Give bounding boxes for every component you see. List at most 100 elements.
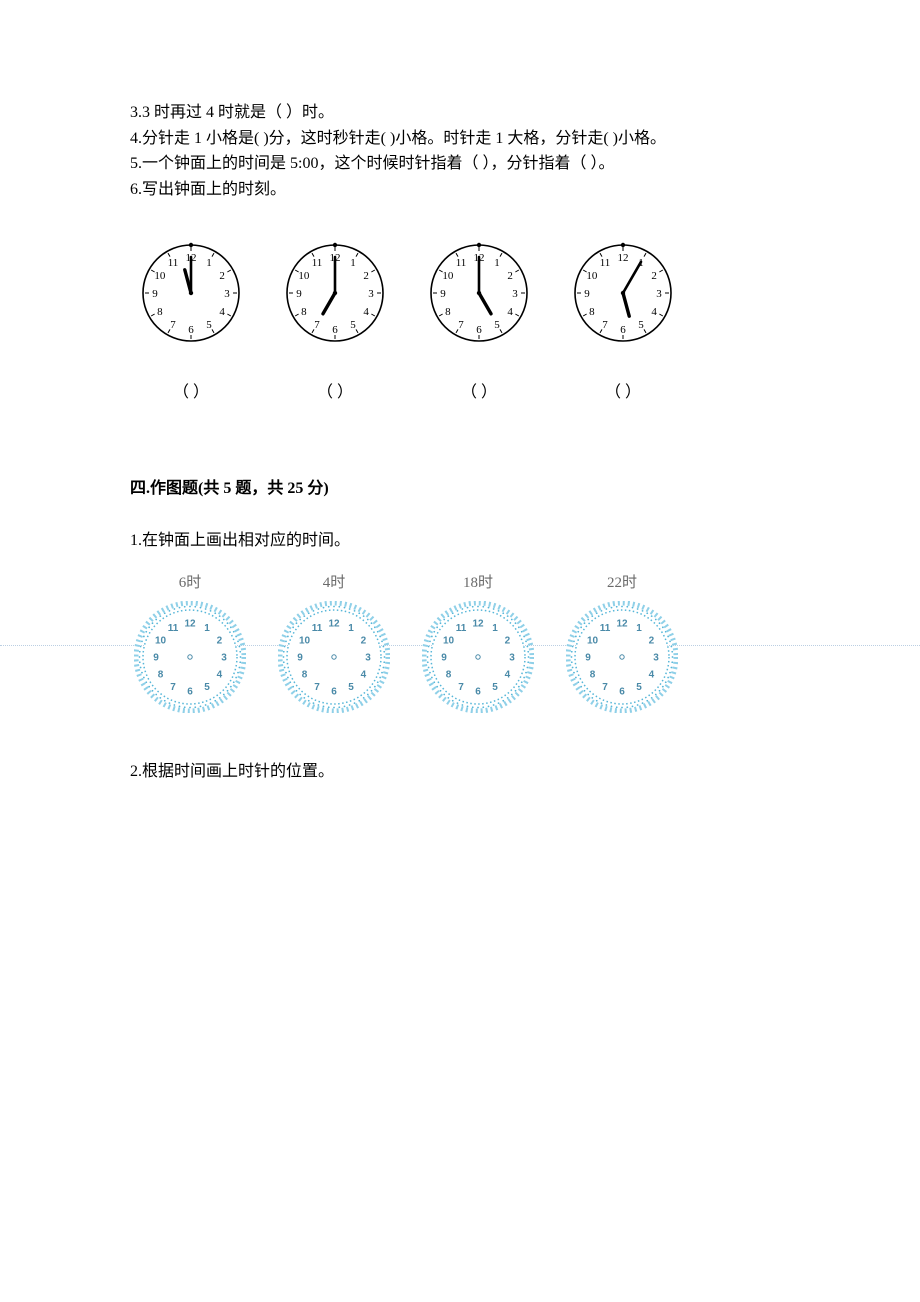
svg-text:3: 3 <box>221 653 227 664</box>
svg-text:7: 7 <box>458 682 464 693</box>
svg-text:8: 8 <box>446 670 452 681</box>
svg-text:1: 1 <box>348 623 354 634</box>
s4-clock-4: 22时121234567891011 <box>566 571 678 713</box>
svg-text:11: 11 <box>456 257 467 269</box>
svg-text:1: 1 <box>492 623 498 634</box>
svg-text:2: 2 <box>651 270 657 282</box>
s4-clock-1: 6时121234567891011 <box>134 571 246 713</box>
svg-text:9: 9 <box>296 288 302 300</box>
svg-text:9: 9 <box>584 288 590 300</box>
svg-text:4: 4 <box>361 670 367 681</box>
blank-clock-face: 121234567891011 <box>134 601 246 713</box>
q6-answer-slot-4: （ ） <box>572 380 674 406</box>
s4-clock-label-1: 6时 <box>179 571 202 595</box>
section4-q1: 1.在钟面上画出相对应的时间。 <box>130 528 790 554</box>
svg-text:4: 4 <box>363 306 369 318</box>
svg-text:12: 12 <box>472 619 484 630</box>
svg-text:7: 7 <box>602 320 608 332</box>
q6-clock-row: 1212345678910111212345678910111212345678… <box>140 242 790 344</box>
s4-clock-label-4: 22时 <box>607 571 637 595</box>
q6-clock-1: 121234567891011 <box>140 242 242 344</box>
svg-text:2: 2 <box>505 636 511 647</box>
svg-text:12: 12 <box>618 252 629 264</box>
svg-text:9: 9 <box>441 653 447 664</box>
svg-text:7: 7 <box>458 320 464 332</box>
svg-text:3: 3 <box>656 288 662 300</box>
svg-text:5: 5 <box>492 682 498 693</box>
clock-face: 121234567891011 <box>140 242 242 344</box>
question-3: 3.3 时再过 4 时就是（ ）时。 <box>130 100 790 126</box>
svg-text:7: 7 <box>170 682 176 693</box>
blank-clock-face: 12 12 3 45678 9 1011 <box>422 601 534 713</box>
svg-text:1: 1 <box>204 623 210 634</box>
svg-text:3: 3 <box>368 288 374 300</box>
svg-text:10: 10 <box>443 636 455 647</box>
section4-clock-row: 6时1212345678910114时12123456789101118时121… <box>134 571 790 713</box>
svg-text:5: 5 <box>206 320 212 332</box>
svg-text:5: 5 <box>494 320 500 332</box>
svg-text:2: 2 <box>361 636 367 647</box>
svg-text:8: 8 <box>158 670 164 681</box>
svg-text:3: 3 <box>365 653 371 664</box>
svg-text:1: 1 <box>636 623 642 634</box>
svg-text:11: 11 <box>168 623 179 634</box>
svg-text:10: 10 <box>155 636 167 647</box>
svg-text:6: 6 <box>331 687 337 698</box>
svg-text:6: 6 <box>187 687 193 698</box>
svg-text:11: 11 <box>312 623 323 634</box>
svg-text:11: 11 <box>312 257 323 269</box>
svg-text:1: 1 <box>206 257 212 269</box>
svg-text:10: 10 <box>586 270 598 282</box>
clock-face: 121234567891011 <box>428 242 530 344</box>
section-4-title: 四.作图题(共 5 题，共 25 分) <box>130 476 790 502</box>
svg-text:2: 2 <box>217 636 223 647</box>
s4-clock-label-2: 4时 <box>323 571 346 595</box>
q6-clock-3: 121234567891011 <box>428 242 530 344</box>
svg-text:6: 6 <box>475 687 481 698</box>
q6-answer-row: （ ）（ ）（ ）（ ） <box>140 380 790 406</box>
svg-text:3: 3 <box>512 288 518 300</box>
blank-clock-face: 121234567891011 <box>278 601 390 713</box>
section4-q2: 2.根据时间画上时针的位置。 <box>130 759 790 785</box>
svg-text:7: 7 <box>602 682 608 693</box>
svg-text:7: 7 <box>314 320 320 332</box>
svg-text:2: 2 <box>649 636 655 647</box>
svg-text:2: 2 <box>507 270 513 282</box>
svg-text:5: 5 <box>636 682 642 693</box>
q6-answer-slot-3: （ ） <box>428 380 530 406</box>
svg-text:3: 3 <box>653 653 659 664</box>
svg-text:4: 4 <box>219 306 225 318</box>
svg-text:11: 11 <box>456 623 467 634</box>
worksheet-page: 3.3 时再过 4 时就是（ ）时。 4.分针走 1 小格是( )分，这时秒针走… <box>0 0 920 863</box>
svg-text:8: 8 <box>589 306 595 318</box>
svg-text:6: 6 <box>332 324 338 336</box>
svg-text:8: 8 <box>590 670 596 681</box>
svg-text:4: 4 <box>505 670 511 681</box>
svg-text:7: 7 <box>314 682 320 693</box>
svg-text:11: 11 <box>600 623 611 634</box>
svg-text:10: 10 <box>298 270 310 282</box>
svg-text:10: 10 <box>299 636 311 647</box>
svg-text:3: 3 <box>509 653 515 664</box>
svg-text:9: 9 <box>153 653 159 664</box>
svg-text:5: 5 <box>350 320 356 332</box>
svg-text:11: 11 <box>600 257 611 269</box>
svg-text:6: 6 <box>620 324 626 336</box>
svg-text:10: 10 <box>154 270 166 282</box>
question-6: 6.写出钟面上的时刻。 <box>130 177 790 203</box>
svg-text:9: 9 <box>297 653 303 664</box>
svg-text:3: 3 <box>224 288 230 300</box>
svg-text:9: 9 <box>152 288 158 300</box>
svg-text:4: 4 <box>649 670 655 681</box>
svg-text:12: 12 <box>328 619 340 630</box>
s4-clock-2: 4时121234567891011 <box>278 571 390 713</box>
svg-text:6: 6 <box>476 324 482 336</box>
question-5: 5.一个钟面上的时间是 5:00，这个时候时针指着（ ），分针指着（ ）。 <box>130 151 790 177</box>
svg-text:2: 2 <box>363 270 369 282</box>
svg-text:5: 5 <box>638 320 644 332</box>
svg-text:8: 8 <box>301 306 307 318</box>
s4-clock-label-3: 18时 <box>463 571 493 595</box>
svg-text:6: 6 <box>188 324 194 336</box>
q6-answer-slot-1: （ ） <box>140 380 242 406</box>
svg-text:6: 6 <box>619 687 625 698</box>
